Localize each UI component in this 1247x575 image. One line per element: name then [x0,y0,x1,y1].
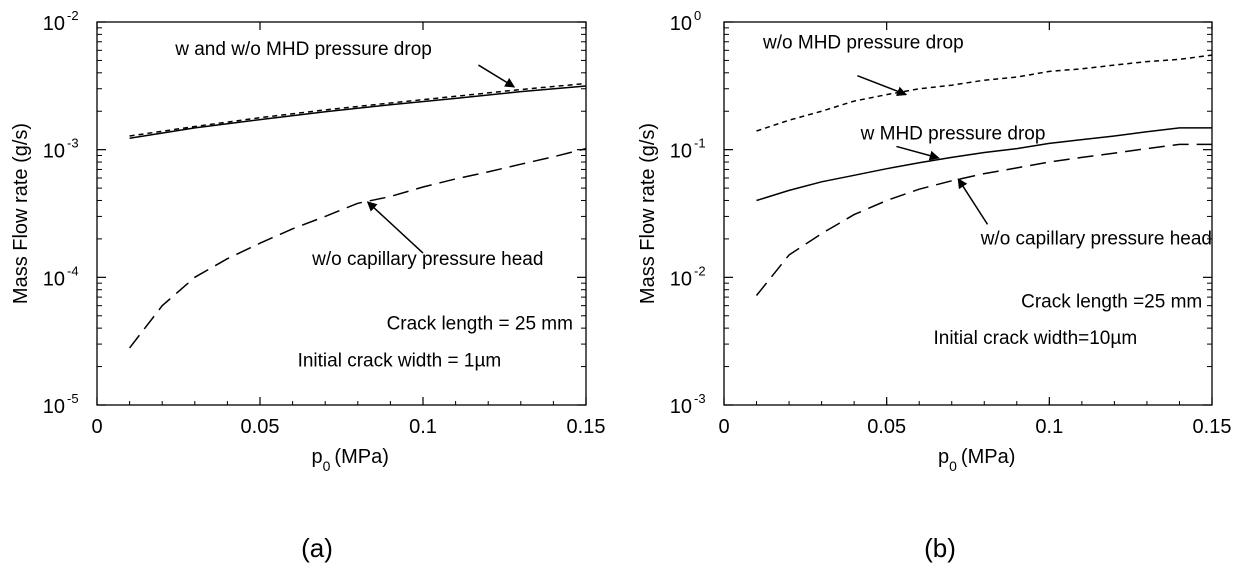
annotation-label: Initial crack width=10µm [933,328,1137,349]
y-tick-label: 10 [670,141,692,163]
y-tick-label: 10 [670,268,692,290]
x-axis-label: p0 (MPa) [938,446,1015,474]
series-line-long-dash [755,143,1212,296]
series-line-long-dash [129,147,587,349]
plot-frame [96,21,587,406]
annotation-label: Crack length =25 mm [1021,292,1202,313]
y-tick-exponent: -2 [67,8,79,23]
y-tick-label: 10 [43,268,65,290]
annotation-arrow [366,201,424,254]
series-line-solid [756,127,1212,202]
series-line-solid [129,85,587,139]
y-tick-exponent: -3 [694,391,706,406]
x-tick-label: 0.15 [1193,416,1232,438]
annotation-label: w/o capillary pressure head [980,229,1212,250]
panel-label: (a) [301,533,333,563]
annotation-label: w/o capillary pressure head [311,249,543,270]
y-tick-label: 10 [43,13,65,35]
y-axis-label: Mass Flow rate (g/s) [637,123,659,304]
x-tick-label: 0.15 [567,416,606,438]
y-tick-exponent: -3 [67,136,79,151]
y-tick-exponent: -4 [67,263,79,278]
y-tick-label: 10 [43,141,65,163]
y-tick-label: 10 [670,13,692,35]
annotation-arrow [478,64,516,88]
annotation-label: w and w/o MHD pressure drop [174,39,432,60]
annotation-label: Crack length = 25 mm [387,314,573,335]
annotation-label: w MHD pressure drop [860,124,1046,145]
y-tick-exponent: 0 [694,8,701,23]
y-tick-exponent: -2 [694,263,706,278]
x-tick-label: 0 [718,416,729,438]
y-tick-label: 10 [670,396,692,418]
annotation-arrow [957,178,989,225]
x-tick-label: 0 [91,416,102,438]
y-tick-exponent: -1 [694,136,706,151]
x-tick-label: 0.05 [241,416,280,438]
x-tick-label: 0.05 [867,416,906,438]
annotation-label: w/o MHD pressure drop [762,33,964,54]
plot-frame [723,21,1213,406]
series-line-short-dash [129,82,587,137]
annotation-arrow [857,74,908,96]
x-tick-label: 0.1 [409,416,437,438]
y-axis-label: Mass Flow rate (g/s) [10,123,32,304]
series-line-short-dash [756,54,1213,132]
x-tick-label: 0.1 [1035,416,1063,438]
annotation-arrow [896,145,940,161]
panel-label: (b) [924,533,956,563]
y-tick-exponent: -5 [67,391,79,406]
x-axis-label: p0 (MPa) [312,446,389,474]
y-tick-label: 10 [43,396,65,418]
annotation-label: Initial crack width = 1µm [298,351,502,372]
